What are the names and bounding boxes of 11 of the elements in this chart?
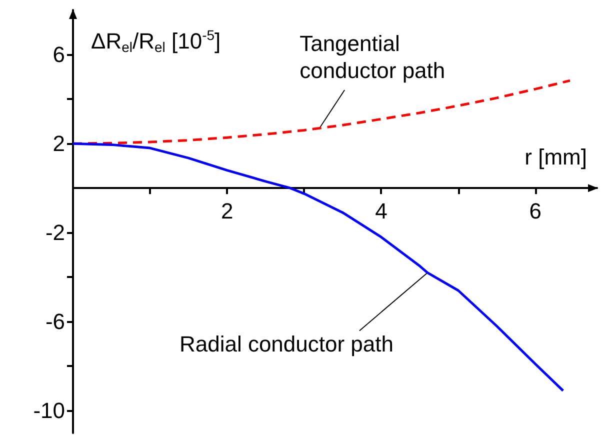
y-tick-label: -2 [45, 220, 65, 246]
annotation: Radial conductor path [179, 332, 394, 357]
y-tick-label: -6 [45, 309, 65, 334]
x-axis-title: r [mm] [524, 144, 588, 170]
x-tick-label: 6 [529, 198, 542, 224]
y-tick-label: 2 [52, 131, 65, 156]
x-tick-label: 4 [375, 198, 388, 224]
y-tick-label: 6 [52, 42, 65, 68]
y-tick-label: -10 [33, 398, 65, 424]
x-tick-label: 2 [220, 198, 234, 224]
annotation: Tangential conductor path [300, 30, 446, 83]
